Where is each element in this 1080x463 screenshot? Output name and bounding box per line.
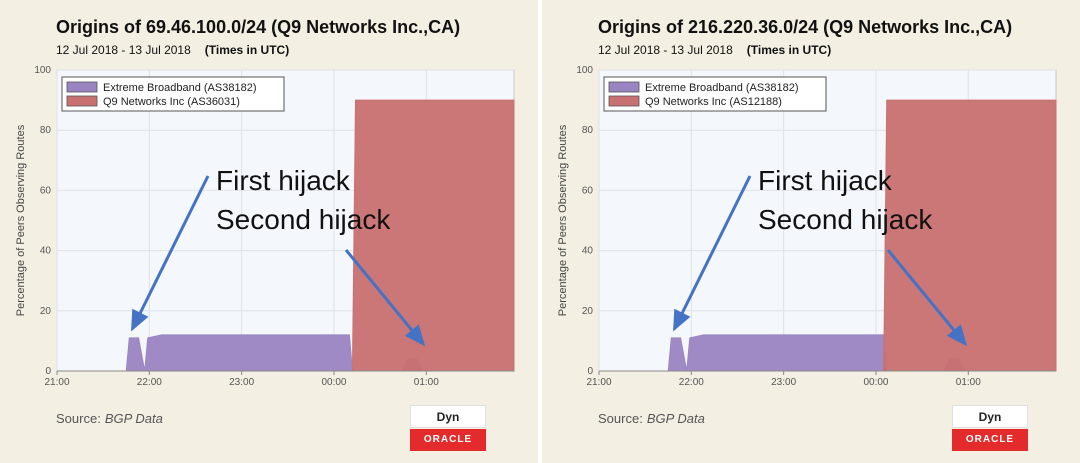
source-line: Source: BGP Data: [598, 411, 705, 426]
x-tick-label: 22:00: [137, 377, 162, 388]
y-tick-label: 0: [587, 366, 593, 377]
area-chart: 0 20 40 60 80 100 21:00 22:00 23:00 00:00 01:00 Per…: [557, 65, 1057, 388]
annotation-arrow: [131, 175, 210, 332]
y-axis-label: Percentage of Peers Observing Routes: [557, 124, 569, 316]
y-tick-label: 60: [40, 185, 52, 196]
y-axis-label: Percentage of Peers Observing Routes: [15, 124, 27, 316]
y-tick-label: 80: [582, 125, 594, 136]
x-tick-label: 23:00: [229, 377, 254, 388]
y-tick-label: 100: [576, 65, 593, 76]
x-tick-label: 21:00: [586, 377, 611, 388]
source-name: BGP Data: [104, 411, 163, 426]
series-area-q9-networks: [351, 99, 515, 372]
y-tick-label: 40: [582, 246, 594, 257]
oracle-logo-text: ORACLE: [952, 429, 1028, 451]
y-tick-label: 100: [34, 65, 51, 76]
annotation-label: First hijack: [758, 165, 893, 196]
source-line: Source: BGP Data: [56, 411, 163, 426]
chart-title: Origins of 69.46.100.0/24 (Q9 Networks I…: [56, 17, 461, 37]
date-range: 12 Jul 2018 - 13 Jul 2018: [56, 43, 191, 57]
legend-swatch: [608, 81, 640, 93]
legend-entry: Q9 Networks Inc (AS36031): [103, 96, 240, 108]
oracle-logo-text: ORACLE: [410, 429, 486, 451]
dyn-oracle-logo: Dyn ORACLE: [410, 405, 486, 451]
panel-divider: [538, 0, 542, 463]
source-label: Source:: [56, 411, 101, 426]
series-area-q9-networks: [883, 99, 1057, 372]
chart-panel-right: Origins of 216.220.36.0/24 (Q9 Networks …: [542, 0, 1080, 463]
x-tick-label: 21:00: [44, 377, 69, 388]
y-tick-label: 80: [40, 125, 52, 136]
legend-box: [61, 76, 285, 112]
y-tick-label: 20: [582, 306, 594, 317]
dyn-logo-text: Dyn: [410, 405, 486, 428]
chart-subtitle: 12 Jul 2018 - 13 Jul 2018 (Times in UTC): [598, 43, 831, 57]
x-tick-label: 00:00: [321, 377, 346, 388]
annotation-arrow: [344, 249, 426, 347]
legend-swatch: [66, 81, 98, 93]
y-tick-label: 40: [40, 246, 52, 257]
y-tick-label: 20: [40, 306, 52, 317]
x-tick-label: 01:00: [414, 377, 439, 388]
x-tick-label: 01:00: [956, 377, 981, 388]
x-tick-label: 22:00: [679, 377, 704, 388]
y-tick-label: 60: [582, 185, 594, 196]
dyn-logo-text: Dyn: [952, 405, 1028, 428]
area-chart: 0 20 40 60 80 100 21:00 22:00 23:00 00:00 01:00 Per…: [15, 65, 515, 388]
legend-entry: Extreme Broadband (AS38182): [645, 82, 798, 94]
legend-entry: Extreme Broadband (AS38182): [103, 82, 256, 94]
timezone-note: (Times in UTC): [746, 43, 832, 57]
annotation-label: First hijack: [216, 165, 351, 196]
annotation-arrow: [886, 249, 968, 347]
chart-title: Origins of 216.220.36.0/24 (Q9 Networks …: [598, 17, 1013, 37]
source-name: BGP Data: [646, 411, 705, 426]
annotation-label: Second hijack: [216, 204, 391, 235]
legend-entry: Q9 Networks Inc (AS12188): [645, 96, 782, 108]
timezone-note: (Times in UTC): [204, 43, 290, 57]
legend-swatch: [66, 95, 98, 107]
x-tick-label: 23:00: [771, 377, 796, 388]
legend-swatch: [608, 95, 640, 107]
dyn-oracle-logo: Dyn ORACLE: [952, 405, 1028, 451]
date-range: 12 Jul 2018 - 13 Jul 2018: [598, 43, 733, 57]
chart-subtitle: 12 Jul 2018 - 13 Jul 2018 (Times in UTC): [56, 43, 289, 57]
y-tick-label: 0: [45, 366, 51, 377]
annotation-arrow: [673, 175, 752, 332]
chart-panel-left: Origins of 69.46.100.0/24 (Q9 Networks I…: [0, 0, 538, 463]
x-tick-label: 00:00: [863, 377, 888, 388]
legend-box: [603, 76, 827, 112]
source-label: Source:: [598, 411, 643, 426]
annotation-label: Second hijack: [758, 204, 933, 235]
